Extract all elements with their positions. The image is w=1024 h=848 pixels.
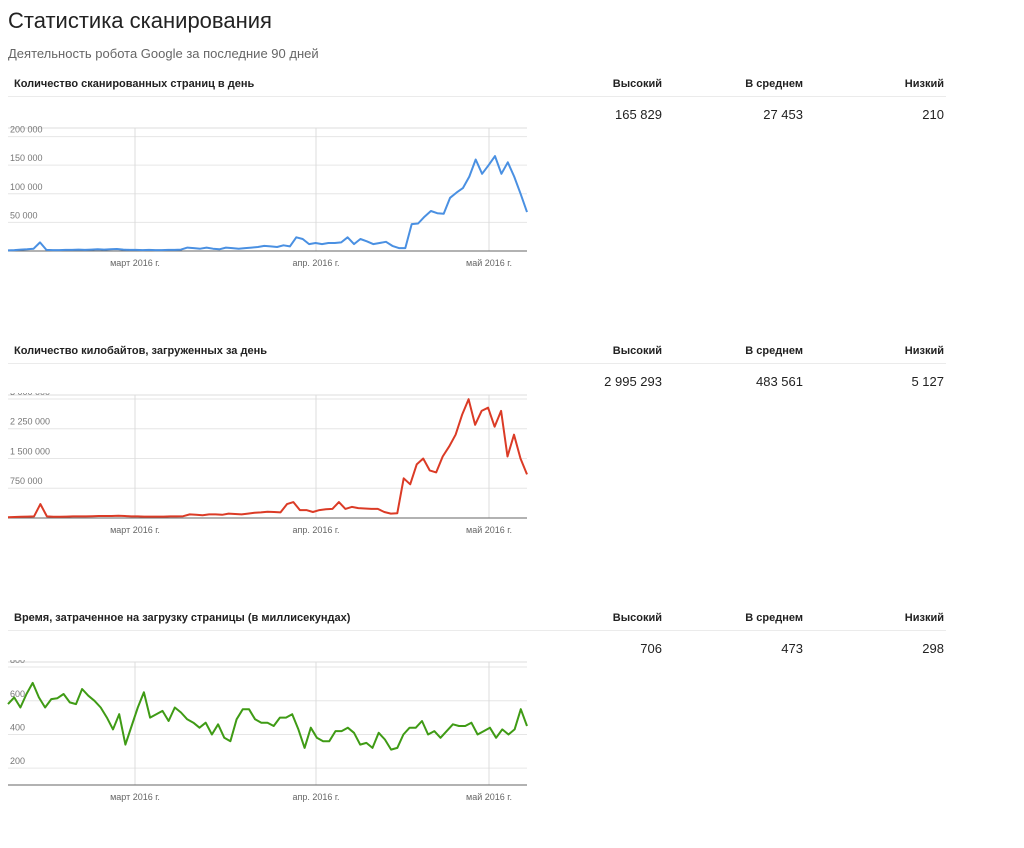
series-line: [7, 155, 528, 252]
pages-per-day-chart[interactable]: 50 000 100 000 150 000 200 000 март 2016 г. а…: [0, 126, 540, 276]
high-value: 2 995 293: [604, 374, 662, 389]
avg-label: В среднем: [745, 78, 803, 90]
section-header: Количество килобайтов, загруженных за де…: [8, 341, 946, 364]
download-time-section: Время, затраченное на загрузку страницы …: [0, 608, 1024, 848]
y-tick-label: 100 000: [10, 182, 43, 192]
x-tick-label: апр. 2016 г.: [292, 258, 339, 268]
y-tick-label: 2 250 000: [10, 417, 50, 427]
high-value: 165 829: [615, 107, 662, 122]
y-tick-label: 150 000: [10, 153, 43, 163]
x-tick-label: апр. 2016 г.: [292, 525, 339, 535]
high-value: 706: [640, 641, 662, 656]
page-title: Статистика сканирования: [8, 8, 272, 33]
download-time-chart[interactable]: 200 400 600 800 март 2016 г. апр. 2016 г. май …: [0, 660, 540, 810]
y-tick-label: 3 000 000: [10, 393, 50, 397]
low-value: 210: [922, 107, 944, 122]
avg-value: 473: [781, 641, 803, 656]
section-header: Количество сканированных страниц в день …: [8, 74, 946, 97]
low-value: 5 127: [911, 374, 944, 389]
low-label: Низкий: [904, 78, 944, 90]
series-line: [7, 681, 528, 751]
y-tick-label: 1 500 000: [10, 446, 50, 456]
series-line: [7, 398, 528, 519]
avg-label: В среднем: [745, 345, 803, 357]
high-label: Высокий: [612, 78, 662, 90]
avg-value: 483 561: [756, 374, 803, 389]
high-label: Высокий: [612, 345, 662, 357]
y-tick-label: 800: [10, 660, 25, 665]
y-tick-label: 600: [10, 689, 25, 699]
x-tick-label: март 2016 г.: [110, 258, 160, 268]
y-tick-label: 200: [10, 756, 25, 766]
high-label: Высокий: [612, 612, 662, 624]
x-tick-label: май 2016 г.: [466, 525, 512, 535]
section-title: Количество сканированных страниц в день: [14, 78, 255, 90]
x-tick-label: апр. 2016 г.: [292, 792, 339, 802]
section-title: Время, затраченное на загрузку страницы …: [14, 612, 351, 624]
x-tick-label: март 2016 г.: [110, 525, 160, 535]
section-header: Время, затраченное на загрузку страницы …: [8, 608, 946, 631]
y-tick-label: 50 000: [10, 210, 38, 220]
y-tick-label: 200 000: [10, 126, 43, 135]
avg-label: В среднем: [745, 612, 803, 624]
crawl-pages-section: Количество сканированных страниц в день …: [0, 74, 1024, 314]
kilobytes-per-day-chart[interactable]: 750 000 1 500 000 2 250 000 3 000 000 март 2…: [0, 393, 540, 543]
section-title: Количество килобайтов, загруженных за де…: [14, 345, 267, 357]
y-tick-label: 750 000: [10, 476, 43, 486]
page-subtitle: Деятельность робота Google за последние …: [8, 46, 319, 61]
low-label: Низкий: [904, 345, 944, 357]
x-tick-label: май 2016 г.: [466, 258, 512, 268]
low-value: 298: [922, 641, 944, 656]
x-tick-label: март 2016 г.: [110, 792, 160, 802]
x-tick-label: май 2016 г.: [466, 792, 512, 802]
y-tick-label: 400: [10, 722, 25, 732]
avg-value: 27 453: [763, 107, 803, 122]
low-label: Низкий: [904, 612, 944, 624]
kilobytes-section: Количество килобайтов, загруженных за де…: [0, 341, 1024, 581]
